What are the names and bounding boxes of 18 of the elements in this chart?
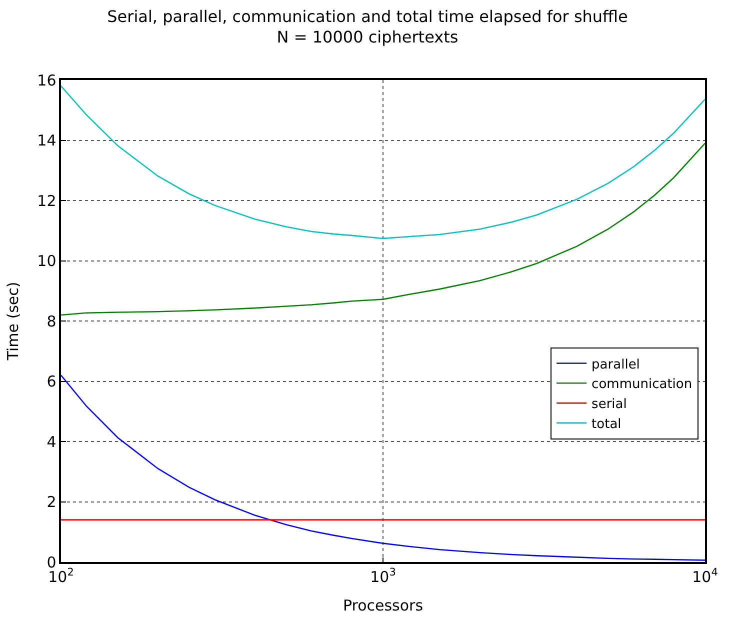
x-tick-label: 10$^{4}$ <box>692 566 718 586</box>
legend-label: total <box>592 417 622 432</box>
y-tick-label: 0 <box>46 553 56 572</box>
legend-label: communication <box>592 377 692 392</box>
y-tick-label: 6 <box>46 372 56 390</box>
y-tick-label: 8 <box>46 312 56 330</box>
y-tick-label: 12 <box>37 192 56 210</box>
y-tick-label: 4 <box>46 432 56 451</box>
y-tick-label: 10 <box>37 252 56 270</box>
y-tick-label: 14 <box>37 132 56 150</box>
y-axis-title: Time (sec) <box>4 282 22 362</box>
y-tick-label: 16 <box>37 71 56 90</box>
x-tick-label: 10$^{3}$ <box>370 566 396 586</box>
y-tick-label: 2 <box>46 493 56 511</box>
legend-label: parallel <box>592 357 640 372</box>
chart-title: Serial, parallel, communication and total time elapsed for shuffle N = 10000 ciphertexts <box>107 6 628 47</box>
legend-label: serial <box>592 397 627 412</box>
x-axis-title: Processors <box>342 596 424 614</box>
